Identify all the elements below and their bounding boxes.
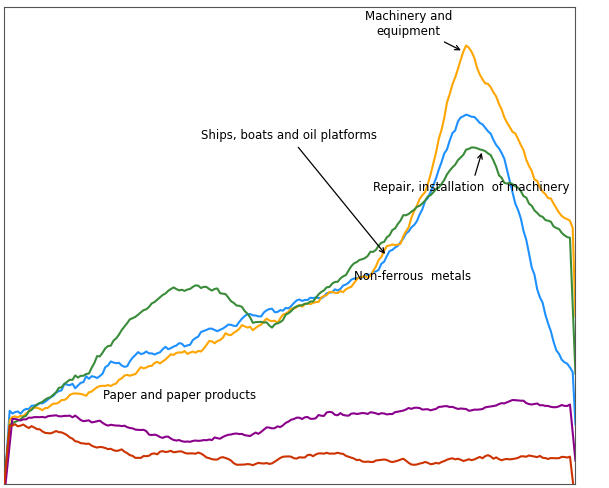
Text: Non-ferrous  metals: Non-ferrous metals — [354, 270, 471, 284]
Text: Repair, installation  of machinery: Repair, installation of machinery — [373, 154, 569, 194]
Text: Ships, boats and oil platforms: Ships, boats and oil platforms — [201, 129, 384, 253]
Text: Machinery and
equipment: Machinery and equipment — [365, 10, 460, 50]
Text: Paper and paper products: Paper and paper products — [102, 389, 256, 403]
